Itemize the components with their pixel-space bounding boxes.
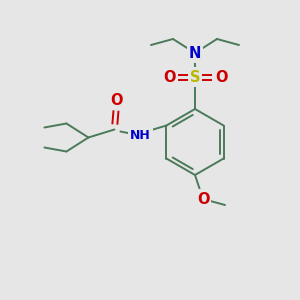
Text: O: O <box>197 191 209 206</box>
Text: NH: NH <box>130 129 151 142</box>
Text: O: O <box>110 93 123 108</box>
Text: S: S <box>190 70 200 85</box>
Text: O: O <box>215 70 227 85</box>
Text: O: O <box>163 70 175 85</box>
Text: N: N <box>189 46 201 61</box>
